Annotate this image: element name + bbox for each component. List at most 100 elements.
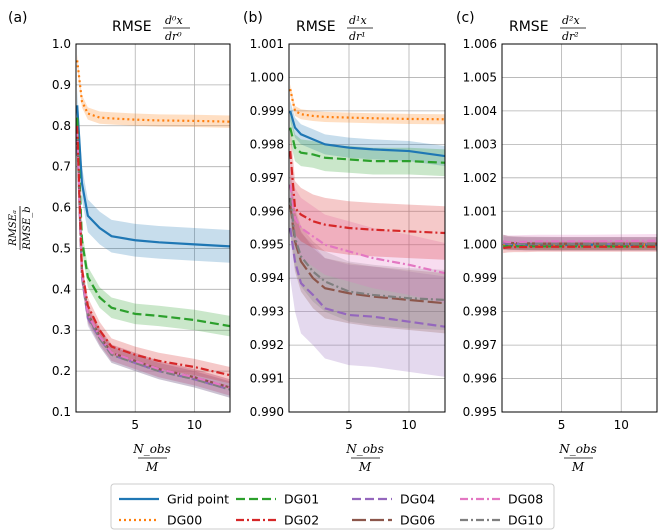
xlabel-num-c: N_obs [558,442,597,456]
x-tick-label: 5 [558,418,566,432]
series-line-dg02 [503,245,657,250]
axes-frame [288,43,446,413]
y-tick-label: 0.995 [250,238,284,252]
y-tick-label: 0.999 [250,104,284,118]
series-line-grid-point [289,110,445,158]
series-line-dg08 [289,184,445,275]
xlabel-num-a: N_obs [132,442,171,456]
legend-label: DG08 [508,492,543,507]
legend-label: DG00 [167,513,202,528]
y-tick-label: 0.990 [250,405,284,419]
y-tick-label: 1.000 [463,238,497,252]
panel-c-title-num: d²x [562,14,580,27]
y-tick-label: 0.3 [52,323,71,337]
y-tick-label: 1.0 [52,37,71,51]
panel-a-title-prefix: RMSE [112,19,152,35]
series-line-dg06 [289,204,445,305]
x-axis-label-c: N_obs M [558,442,597,474]
x-axis-label-b: N_obs M [345,442,384,474]
panel-a-title-num: d⁰x [165,14,183,27]
band-dg06 [290,174,445,334]
band-dg00 [290,84,445,125]
xlabel-den-a: M [145,460,159,474]
y-tick-label: 0.1 [52,405,71,419]
legend-label: DG10 [508,513,543,528]
xlabel-den-b: M [358,460,372,474]
y-tick-label: 1.005 [463,70,497,84]
y-axis-label: RMSEₐ RMSE_b [8,206,33,251]
y-tick-label: 0.6 [52,201,71,215]
x-tick-label: 10 [614,418,629,432]
x-tick-label: 10 [187,418,202,432]
x-tick-label: 5 [345,418,353,432]
legend-label: DG02 [284,513,319,528]
legend-label: Grid point [167,492,229,507]
y-tick-label: 0.997 [250,171,284,185]
y-tick-label: 0.996 [463,372,497,386]
legend-label: DG01 [284,492,319,507]
y-tick-label: 0.997 [463,338,497,352]
panel-b: (b) RMSE d¹x dr¹ 0.990 0.991 0.992 0.993 0.9… [243,10,446,474]
axes-frame [75,43,231,413]
series-line-dg00 [289,88,445,121]
x-axis-label-a: N_obs M [132,442,171,474]
y-tick-label: 1.004 [463,104,497,118]
y-tick-label: 0.991 [250,372,284,386]
series-line-dg10 [76,131,230,391]
series-line-dg04 [289,227,445,328]
series-line-dg02 [289,150,445,235]
ylabel-den: RMSE_b [22,206,33,250]
panel-b-title-prefix: RMSE [296,19,336,35]
legend-frame [110,483,555,530]
y-tick-label: 1.002 [463,171,497,185]
y-tick-label: 0.7 [52,160,71,174]
band-dg01 [77,107,230,337]
legend-label: DG06 [400,513,435,528]
panel-label-b: (b) [243,10,263,26]
legend-label: DG04 [400,492,435,507]
ylabel-num: RMSEₐ [8,210,19,247]
series-line-dg01 [76,117,230,328]
panel-a-title-den: dr⁰ [165,30,182,43]
y-tick-label: 0.2 [52,364,71,378]
y-tick-label: 1.006 [463,37,497,51]
panel-b-title-num: d¹x [349,14,367,27]
x-tick-label: 10 [401,418,416,432]
y-tick-label: 0.996 [250,204,284,218]
y-tick-label: 0.995 [463,405,497,419]
y-tick-label: 0.999 [463,271,497,285]
panel-c: (c) RMSE d²x dr² 0.995 0.996 0.997 0.998 0.9… [456,10,658,474]
xlabel-num-b: N_obs [345,442,384,456]
y-tick-label: 0.998 [463,305,497,319]
series-line-dg00 [76,60,230,123]
band-dg04 [290,177,445,377]
axes-frame [501,43,658,413]
y-tick-label: 0.998 [250,137,284,151]
y-tick-label: 1.001 [250,37,284,51]
panel-a: (a) RMSE d⁰x dr⁰ 0.1 0.2 0.3 0.4 0.5 0.6 0.7 0.… [8,10,231,474]
y-tick-label: 0.993 [250,305,284,319]
y-tick-label: 0.9 [52,78,71,92]
xlabel-den-c: M [571,460,585,474]
y-tick-label: 1.001 [463,204,497,218]
band-dg00 [77,54,230,128]
band-grid-point [290,100,445,167]
y-tick-label: 0.8 [52,119,71,133]
series-line-dg04 [76,133,230,391]
y-tick-label: 1.003 [463,137,497,151]
y-tick-label: 0.4 [52,282,71,296]
panel-label-a: (a) [8,10,28,26]
x-tick-label: 5 [131,418,139,432]
panel-c-title-den: dr² [562,30,579,43]
y-tick-label: 0.5 [52,241,71,255]
series-line-dg02 [76,125,230,377]
series-line-dg08 [503,239,657,244]
legend: Grid point DG00 DG01 DG02 DG04 DG06 DG08 DG10 [110,483,555,530]
y-tick-label: 0.992 [250,338,284,352]
series-line-dg01 [289,127,445,164]
panel-b-title-den: dr¹ [349,30,366,43]
series-line-grid-point [76,105,230,248]
y-tick-label: 0.994 [250,271,284,285]
panel-label-c: (c) [456,10,475,26]
